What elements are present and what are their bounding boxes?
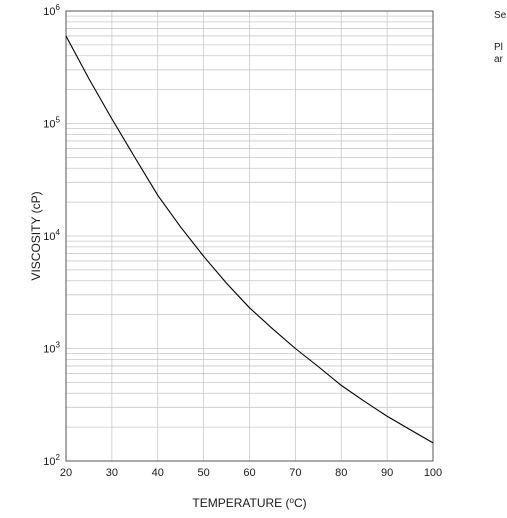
- y-tick-label: 102: [43, 453, 60, 468]
- y-tick-label: 103: [43, 341, 60, 356]
- x-tick-label: 70: [289, 467, 301, 479]
- x-tick-label: 20: [60, 467, 72, 479]
- x-axis-label: TEMPERATURE (oC): [192, 496, 306, 510]
- x-tick-label: 60: [243, 467, 255, 479]
- x-tick-labels: 20 30 40 50 60 70 80 90 100: [60, 467, 442, 479]
- series-line-viscosity: [65, 35, 434, 444]
- x-tick-label: 80: [335, 467, 347, 479]
- side-text-line-1: Se: [494, 10, 507, 21]
- y-tick-label: 105: [43, 116, 60, 131]
- x-tick-label: 100: [424, 467, 442, 479]
- x-tick-label: 50: [198, 467, 210, 479]
- y-tick-labels: 102 103 104 105 106: [43, 3, 60, 468]
- side-text-line-3: ar: [494, 54, 503, 65]
- plot-frame: [65, 10, 434, 462]
- side-text-line-2: Pl: [494, 42, 503, 53]
- y-tick-label: 104: [43, 228, 60, 243]
- x-tick-label: 40: [152, 467, 164, 479]
- x-tick-label: 30: [106, 467, 118, 479]
- y-axis-label: VISCOSITY (cP): [29, 191, 43, 280]
- y-tick-label: 106: [43, 3, 60, 18]
- x-tick-label: 90: [381, 467, 393, 479]
- grid-lines: [65, 11, 434, 462]
